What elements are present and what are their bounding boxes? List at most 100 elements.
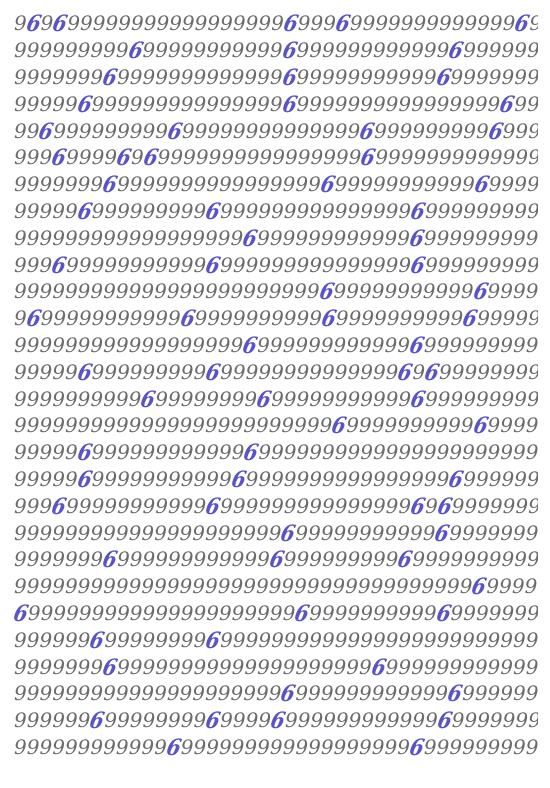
- digit-nine: 9: [52, 574, 65, 599]
- digit-nine: 9: [360, 198, 373, 223]
- digit-nine: 9: [296, 306, 310, 331]
- digit-nine: 9: [463, 64, 476, 89]
- digit-nine: 9: [103, 413, 116, 438]
- digit-nine: 9: [462, 520, 475, 545]
- digit-nine: 9: [385, 91, 399, 116]
- digit-nine: 9: [306, 279, 320, 304]
- digit-nine: 9: [193, 600, 207, 625]
- digit-nine: 9: [306, 413, 320, 438]
- digit-nine: 9: [14, 118, 27, 143]
- digit-nine: 9: [537, 576, 538, 596]
- digit-nine: 9: [14, 520, 27, 545]
- digit-nine: 9: [142, 547, 156, 572]
- digit-nine: 9: [117, 547, 130, 572]
- digit-nine: 9: [411, 38, 424, 63]
- digit-nine: 9: [129, 466, 143, 491]
- digit-nine: 9: [129, 306, 143, 331]
- digit-nine: 9: [257, 91, 270, 116]
- digit-nine: 9: [423, 91, 437, 116]
- digit-nine: 9: [372, 359, 386, 384]
- digit-nine: 9: [474, 332, 488, 357]
- digit-nine: 9: [129, 172, 143, 197]
- digit-nine: 9: [258, 118, 272, 143]
- digit-nine: 9: [372, 440, 386, 465]
- digit-nine: 9: [231, 734, 245, 759]
- digit-nine: 9: [52, 654, 65, 679]
- digit-nine: 9: [193, 627, 207, 652]
- digit-nine: 9: [168, 493, 181, 518]
- digit-nine: 9: [142, 172, 156, 197]
- digit-nine: 9: [271, 466, 284, 491]
- digit-nine: 9: [269, 225, 283, 250]
- digit-nine: 9: [383, 574, 397, 599]
- digit-nine: 9: [513, 681, 526, 706]
- digit-nine: 9: [257, 547, 270, 572]
- digit-nine: 9: [231, 64, 245, 89]
- digit-nine: 9: [193, 198, 207, 223]
- digit-nine: 9: [513, 279, 526, 304]
- digit-nine: 9: [26, 145, 40, 170]
- digit-nine: 9: [103, 386, 116, 411]
- digit-nine: 9: [218, 91, 232, 116]
- digit-nine: 9: [155, 466, 168, 491]
- digit-nine: 9: [449, 520, 463, 545]
- digit-nine: 9: [258, 11, 272, 36]
- digit-nine: 9: [398, 386, 412, 411]
- digit-nine: 9: [245, 118, 259, 143]
- digit-nine: 9: [168, 64, 181, 89]
- digit-nine: 9: [294, 413, 307, 438]
- digit-nine: 9: [385, 600, 399, 625]
- digit-nine: 9: [283, 198, 297, 223]
- digit-nine: 9: [258, 466, 272, 491]
- digit-nine: 9: [255, 279, 269, 304]
- digit-nine: 9: [90, 279, 104, 304]
- digit-nine: 9: [77, 64, 91, 89]
- digit-nine: 9: [181, 118, 195, 143]
- digit-nine: 9: [525, 332, 538, 357]
- digit-nine: 9: [206, 172, 219, 197]
- digit-nine: 9: [408, 574, 422, 599]
- digit-nine: 9: [104, 306, 118, 331]
- digit-nine: 9: [77, 547, 91, 572]
- digit-nine: 9: [295, 172, 309, 197]
- digit-nine: 9: [488, 198, 502, 223]
- digit-nine: 9: [168, 708, 181, 733]
- digit-nine: 9: [437, 252, 451, 277]
- digit-nine: 9: [14, 91, 27, 116]
- digit-nine: 9: [155, 198, 168, 223]
- digit-nine: 9: [64, 520, 78, 545]
- digit-nine: 9: [180, 172, 194, 197]
- digit-nine: 9: [205, 279, 218, 304]
- digit-nine: 9: [14, 145, 27, 170]
- digit-nine: 9: [104, 252, 118, 277]
- digit-nine: 9: [462, 172, 475, 197]
- digit-nine: 9: [154, 520, 167, 545]
- digit-nine: 9: [179, 413, 193, 438]
- digit-nine: 9: [64, 172, 78, 197]
- digit-nine: 9: [359, 681, 372, 706]
- digit-nine: 9: [502, 11, 516, 36]
- digit-nine: 9: [501, 547, 515, 572]
- digit-nine: 9: [436, 466, 450, 491]
- digit-nine: 9: [14, 440, 27, 465]
- digit-nine: 9: [39, 359, 53, 384]
- digit-nine: 9: [91, 359, 105, 384]
- digit-nine: 9: [372, 386, 386, 411]
- digit-nine: 9: [64, 708, 78, 733]
- digit-nine: 9: [360, 64, 373, 89]
- digit-nine: 9: [449, 627, 463, 652]
- digit-nine: 9: [371, 734, 385, 759]
- digit-nine: 9: [514, 64, 527, 89]
- digit-nine: 9: [117, 440, 130, 465]
- digit-nine: 9: [168, 547, 181, 572]
- digit-nine: 9: [115, 386, 129, 411]
- digit-nine: 9: [514, 386, 527, 411]
- digit-nine: 9: [220, 359, 233, 384]
- digit-nine: 9: [400, 11, 414, 36]
- digit-nine: 9: [500, 627, 514, 652]
- digit-nine: 9: [27, 600, 41, 625]
- digit-nine: 9: [283, 252, 297, 277]
- digit-nine: 9: [474, 734, 488, 759]
